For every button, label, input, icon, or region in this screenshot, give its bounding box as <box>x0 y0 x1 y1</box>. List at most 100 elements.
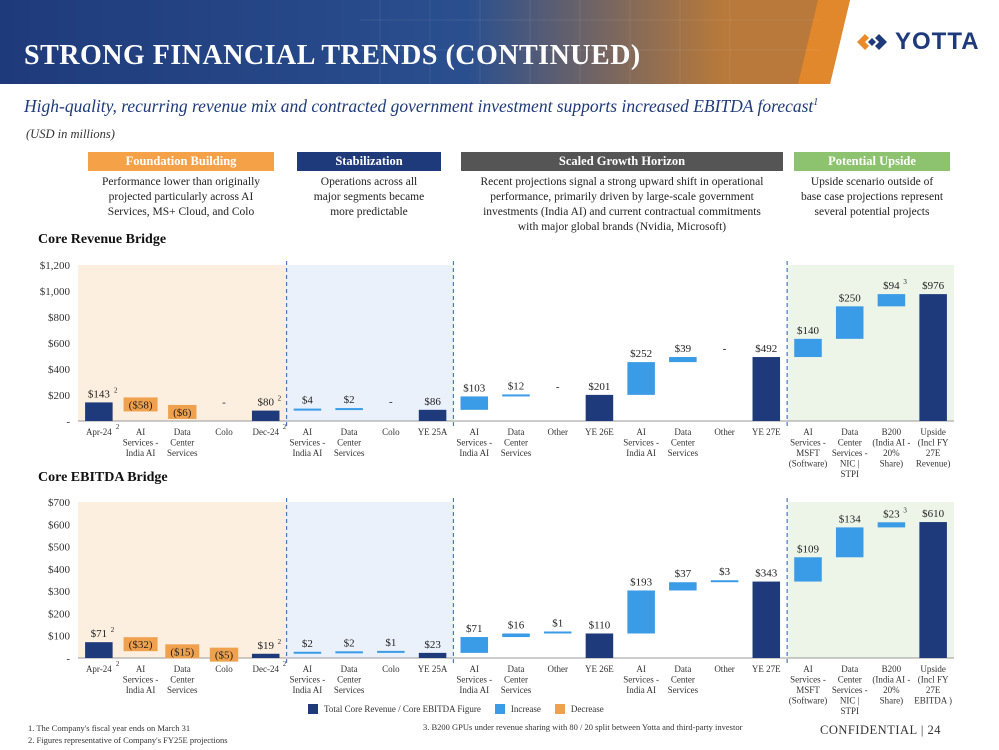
data-label: $71 <box>91 628 108 640</box>
phase-desc-potential-upside: Upside scenario outside of base case pro… <box>788 175 956 220</box>
y-tick-label: $600 <box>48 519 71 531</box>
x-category-label: AI <box>303 427 313 437</box>
data-label: $103 <box>463 382 486 394</box>
x-category-label: Colo <box>382 427 400 437</box>
subtitle: High-quality, recurring revenue mix and … <box>24 96 818 117</box>
x-category-label: Data <box>174 427 191 437</box>
data-label: ($58) <box>129 399 153 411</box>
footnote-3: 3. B200 GPUs under revenue sharing with … <box>423 722 743 732</box>
phase-desc-line: Services, MS+ Cloud, and Colo <box>107 206 255 218</box>
data-label: $134 <box>839 513 862 525</box>
legend-item-total: Total Core Revenue / Core EBITDA Figure <box>308 704 481 714</box>
y-tick-label: - <box>66 653 70 665</box>
x-category-label: Colo <box>215 664 233 674</box>
x-category-label: Center <box>838 438 862 448</box>
bar-increase <box>543 631 572 634</box>
x-category-label: Services <box>501 685 532 695</box>
data-label: $86 <box>424 396 441 408</box>
x-category-label: Services - <box>123 438 159 448</box>
x-category-label: Services - <box>290 675 326 685</box>
x-category-label: Dec-24 <box>252 427 279 437</box>
x-category-label: India AI <box>626 448 656 458</box>
y-tick-label: $300 <box>48 586 71 598</box>
x-category-label: EBITDA ) <box>914 696 952 706</box>
category-footnote: 2 <box>116 660 120 668</box>
bar-increase <box>835 527 864 558</box>
data-label: $1 <box>552 617 563 629</box>
x-category-label: India AI <box>293 685 323 695</box>
x-category-label: Share) <box>880 459 904 469</box>
footnote-2: 2. Figures representative of Company's F… <box>28 735 228 745</box>
phase-desc-line: with major global brands (Nvidia, Micros… <box>517 221 727 233</box>
phase-header-stabilization: Stabilization <box>297 152 441 171</box>
x-category-label: Upside <box>920 427 946 437</box>
data-label: $1 <box>385 637 396 649</box>
data-label: $80 <box>257 397 274 409</box>
x-category-label: STPI <box>840 706 859 716</box>
phase-desc-stabilization: Operations across all major segments bec… <box>287 175 451 220</box>
legend-label: Increase <box>510 704 541 714</box>
bar-increase <box>794 338 822 358</box>
x-category-label: Services - <box>290 438 326 448</box>
x-category-label: Data <box>341 664 358 674</box>
x-category-label: NIC | <box>840 459 860 469</box>
data-label: $143 <box>88 388 111 400</box>
x-category-label: Other <box>714 664 735 674</box>
phase-desc-line: more predictable <box>330 206 408 218</box>
x-category-label: AI <box>803 427 813 437</box>
x-category-label: Data <box>508 427 525 437</box>
data-label: - <box>556 381 560 393</box>
x-category-label: (Software) <box>789 459 827 469</box>
data-label: ($15) <box>170 646 194 658</box>
data-label-box <box>209 647 239 662</box>
data-label-box <box>123 637 158 652</box>
data-label: $23 <box>883 508 900 520</box>
data-label: $193 <box>630 576 653 588</box>
data-label-box <box>123 397 158 412</box>
x-category-label: Center <box>170 438 194 448</box>
legend-label: Decrease <box>570 704 604 714</box>
data-label: ($5) <box>215 650 234 662</box>
bar-increase <box>293 651 322 654</box>
phase-desc-foundation: Performance lower than originally projec… <box>78 175 284 220</box>
data-label-box <box>165 644 200 659</box>
x-category-label: Services <box>334 685 365 695</box>
x-category-label: YE 25A <box>418 427 448 437</box>
data-label: $201 <box>588 381 610 393</box>
y-tick-label: $500 <box>48 542 71 554</box>
y-tick-label: $800 <box>48 312 71 324</box>
x-category-label: Services <box>167 685 198 695</box>
x-category-label: (Incl FY <box>918 438 949 448</box>
x-category-label: 20% <box>883 448 900 458</box>
x-category-label: Center <box>504 438 528 448</box>
x-category-label: B200 <box>882 664 902 674</box>
ebitda-bridge-chart: -$100$200$300$400$500$600$700$71 2Apr-24(… <box>48 497 954 716</box>
phase-desc-line: projected particularly across AI <box>108 191 254 203</box>
phase-header-potential-upside: Potential Upside <box>794 152 950 171</box>
bar-increase <box>627 362 655 395</box>
x-category-label: Services <box>668 448 699 458</box>
legend-swatch <box>554 704 565 714</box>
y-tick-label: $700 <box>48 497 71 509</box>
data-label: $343 <box>755 568 778 580</box>
phase-region <box>286 502 454 658</box>
x-category-label: Services - <box>456 438 492 448</box>
revenue-bridge-title: Core Revenue Bridge <box>38 232 167 247</box>
bar-total <box>85 642 113 658</box>
data-label: $2 <box>302 638 313 650</box>
x-category-label: India AI <box>126 685 156 695</box>
x-category-label: Other <box>547 664 568 674</box>
x-category-label: Services - <box>456 675 492 685</box>
bar-total <box>752 581 781 658</box>
data-label: $610 <box>922 508 945 520</box>
x-category-label: Services - <box>623 438 659 448</box>
x-category-label: Services <box>334 448 365 458</box>
x-category-label: AI <box>470 427 480 437</box>
phase-desc-line: Recent projections signal a strong upwar… <box>480 176 764 188</box>
bar-increase <box>669 582 697 591</box>
phase-desc-line: Upside scenario outside of <box>810 176 934 188</box>
y-tick-label: $1,200 <box>40 260 71 272</box>
x-category-label: Data <box>174 664 191 674</box>
bar-increase <box>335 651 363 654</box>
yotta-logo-icon <box>857 34 887 50</box>
